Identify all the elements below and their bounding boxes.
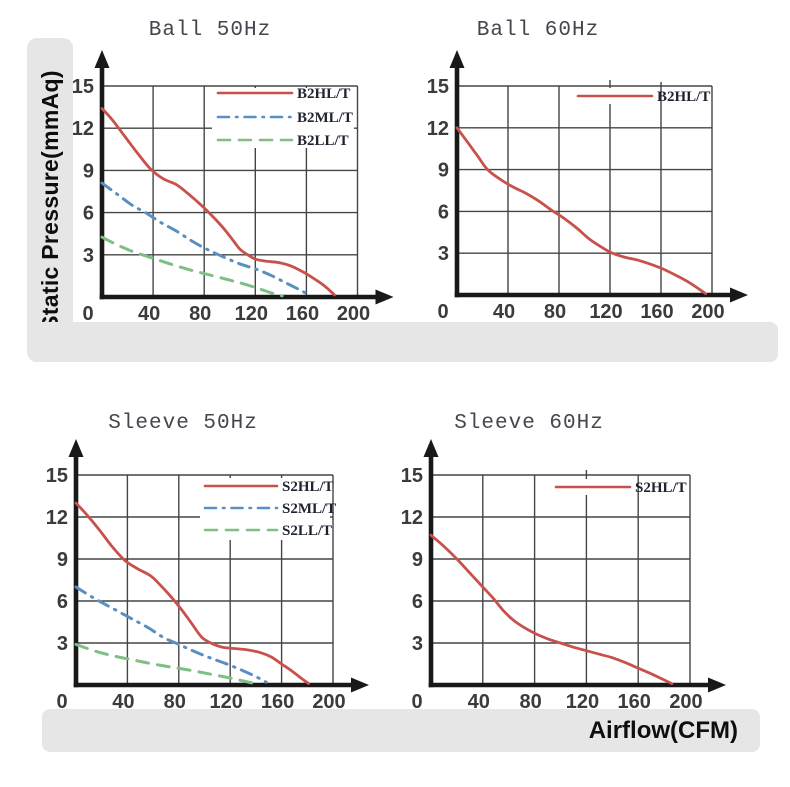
chart-title: Ball 60Hz [477,19,599,42]
y-tick-label: 12 [401,507,423,529]
y-tick-label: 3 [438,243,449,265]
y-tick-label: 15 [72,76,94,98]
y-tick-label: 12 [72,118,94,140]
y-axis-arrowhead [423,439,439,457]
series-s2hl-t [429,533,674,685]
series-b2ml-t [100,181,312,298]
top-divider-band [28,322,778,362]
legend-label: B2HL/T [297,86,350,102]
legend-label: B2LL/T [297,133,349,149]
chart-ball-50hz: B2HL/T B2ML/T B2LL/T 3 6 9 12 15 40 80 120 160 200 0 B… [72,19,394,325]
x-axis-arrowhead [351,677,369,693]
chart-sleeve-60hz: S2HL/T 3 6 9 12 15 40 80 120 160 200 0 Sleeve 60Hz [401,412,726,713]
y-tick-label: 6 [412,591,423,613]
x-tick-label: 200 [337,303,370,325]
origin-tick-label: 0 [82,303,93,325]
y-axis-arrowhead [68,439,84,457]
legend-label: B2HL/T [657,89,710,105]
x-axis-arrowhead [708,677,726,693]
x-tick-label: 120 [210,691,243,713]
y-axis-arrowhead [449,50,465,68]
series-b2hl-t [100,107,336,297]
y-tick-label: 6 [57,591,68,613]
y-tick-label: 12 [46,507,68,529]
chart-title: Sleeve 60Hz [454,412,604,435]
y-tick-label: 15 [401,465,423,487]
x-tick-label: 40 [493,301,515,323]
origin-tick-label: 0 [437,301,448,323]
y-axis-label-band: Static Pressure(mmAq) [27,38,73,362]
x-tick-label: 80 [164,691,186,713]
y-tick-label: 15 [46,465,68,487]
x-tick-label: 160 [286,303,319,325]
y-tick-label: 12 [427,118,449,140]
legend-label: S2ML/T [282,501,336,517]
y-tick-label: 3 [83,245,94,267]
y-tick-label: 15 [427,76,449,98]
x-tick-label: 40 [468,691,490,713]
x-tick-label: 40 [138,303,160,325]
chart-ball-60hz: B2HL/T 3 6 9 12 15 40 80 120 160 200 0 Ball 60Hz [427,19,748,323]
x-tick-label: 200 [669,691,702,713]
x-tick-label: 160 [261,691,294,713]
chart-title: Sleeve 50Hz [108,412,258,435]
y-tick-label: 9 [438,160,449,182]
y-tick-label: 3 [412,633,423,655]
x-tick-label: 160 [640,301,673,323]
chart-title: Ball 50Hz [149,19,271,42]
x-tick-label: 120 [589,301,622,323]
y-tick-label: 3 [57,633,68,655]
legend-label: S2HL/T [635,480,687,496]
series-b2hl-t [455,126,708,296]
y-tick-label: 9 [83,160,94,182]
chart-sleeve-50hz: S2HL/T S2ML/T S2LL/T 3 6 9 12 15 40 80 120 160 200 0 S… [46,412,369,713]
series-s2ml-t [74,585,268,684]
y-tick-label: 9 [57,549,68,571]
series-s2hl-t [74,501,310,685]
y-tick-label: 6 [438,201,449,223]
x-tick-label: 200 [312,691,345,713]
legend-label: B2ML/T [297,110,353,126]
legend-label: S2LL/T [282,523,332,539]
x-axis-arrowhead [730,287,748,303]
x-tick-label: 120 [566,691,599,713]
origin-tick-label: 0 [56,691,67,713]
y-axis-arrowhead [94,50,110,68]
legend-label: S2HL/T [282,479,334,495]
x-tick-label: 80 [544,301,566,323]
y-tick-label: 9 [412,549,423,571]
x-axis-arrowhead [375,289,394,305]
x-tick-label: 160 [618,691,651,713]
origin-tick-label: 0 [411,691,422,713]
x-tick-label: 40 [112,691,134,713]
x-axis-label-band: Airflow(CFM) [42,709,760,752]
x-tick-label: 80 [519,691,541,713]
series-s2ll-t [74,642,258,686]
series-b2ll-t [100,235,284,298]
x-axis-label: Airflow(CFM) [588,716,738,744]
x-tick-label: 120 [235,303,268,325]
x-tick-label: 80 [189,303,211,325]
y-tick-label: 6 [83,203,94,225]
x-tick-label: 200 [691,301,724,323]
